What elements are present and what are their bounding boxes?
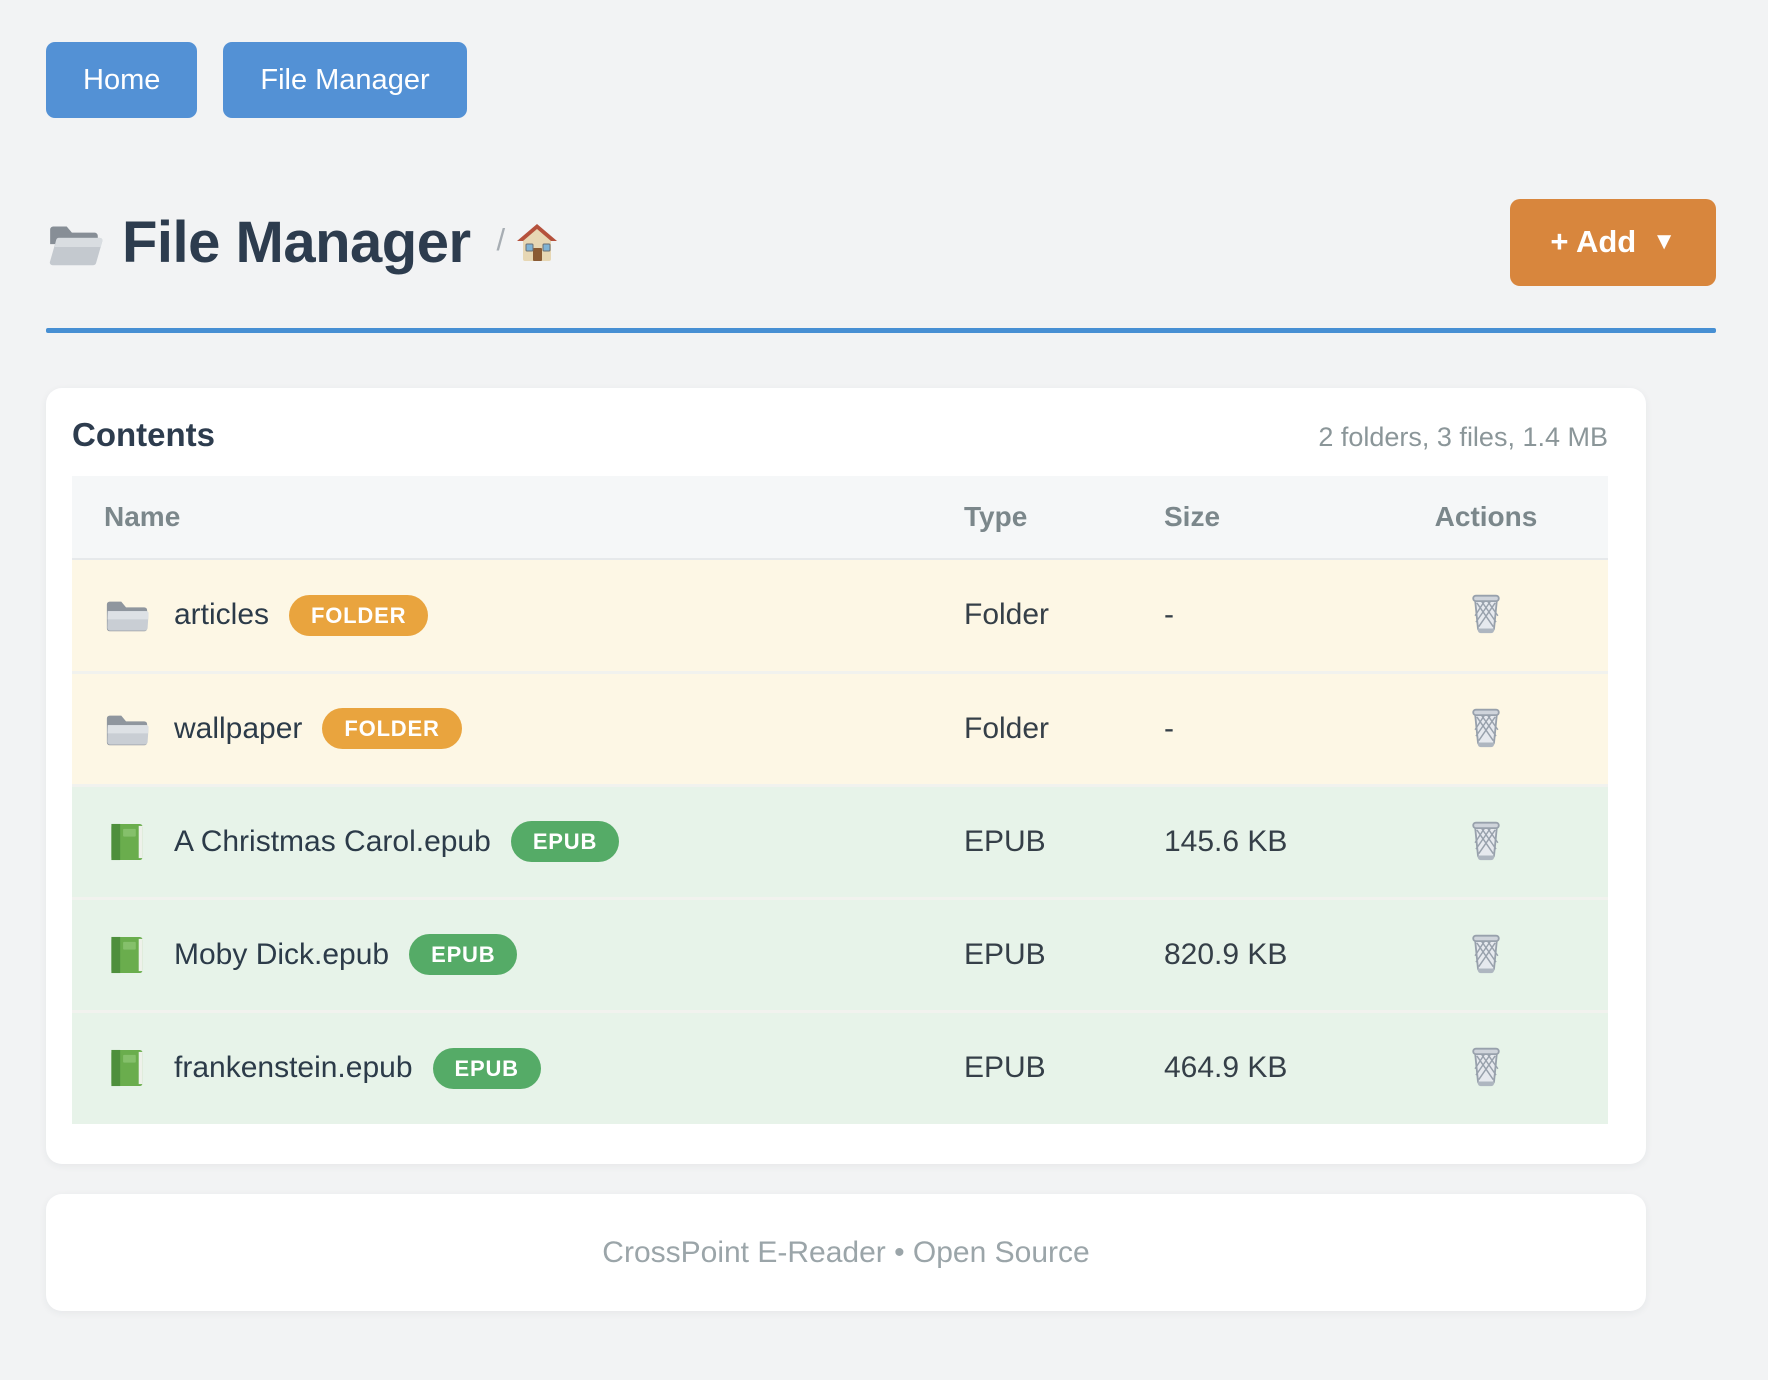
folder-badge: FOLDER [289,594,429,636]
green-book-icon [111,1050,143,1087]
header-divider [46,328,1716,333]
table-row-articles: articles FOLDER Folder - [72,559,1608,672]
epub-badge: EPUB [409,934,518,975]
chevron-down-icon: ▼ [1652,228,1676,255]
title-wrap: File Manager / [46,209,558,276]
contents-card-header: Contents 2 folders, 3 files, 1.4 MB [72,416,1608,476]
folder-icon [106,601,149,632]
nav-file-manager-button[interactable]: File Manager [223,42,467,118]
green-book-icon [111,823,143,860]
type-cell: EPUB [952,896,1152,1011]
size-cell: - [1152,559,1364,672]
epub-badge: EPUB [432,1047,541,1089]
file-link[interactable]: wallpaper [174,711,303,745]
column-header-name: Name [72,476,952,560]
delete-button[interactable] [1463,815,1509,865]
wastebasket-icon [1472,708,1500,748]
wastebasket-icon [1472,821,1500,861]
type-cell: Folder [952,670,1152,785]
column-header-actions: Actions [1364,476,1608,560]
delete-button[interactable] [1463,588,1509,638]
delete-button[interactable] [1463,1041,1509,1091]
size-cell: - [1152,670,1364,785]
folder-icon [106,715,149,745]
table-row-christmas-carol: A Christmas Carol.epub EPUB EPUB 145.6 K… [72,783,1608,898]
house-icon[interactable] [517,224,558,262]
file-link[interactable]: frankenstein.epub [174,1051,413,1085]
table-row-moby-dick: Moby Dick.epub EPUB EPUB 820.9 KB [72,896,1608,1011]
open-folder-icon [49,226,103,266]
type-cell: Folder [952,559,1152,672]
size-cell: 145.6 KB [1152,783,1364,898]
footer-card: CrossPoint E-Reader • Open Source [46,1194,1646,1311]
footer-text: CrossPoint E-Reader • Open Source [602,1235,1090,1269]
wastebasket-icon [1472,1047,1500,1088]
table-header-row: Name Type Size Actions [72,476,1608,560]
files-table: Name Type Size Actions articles FOLDER [72,476,1608,1124]
table-row-wallpaper: wallpaper FOLDER Folder - [72,670,1608,785]
column-header-size: Size [1152,476,1364,560]
wastebasket-icon [1472,934,1500,974]
epub-badge: EPUB [510,821,620,862]
page-header: File Manager / + Add ▼ [46,196,1716,288]
page-title: File Manager [122,209,471,275]
folder-badge: FOLDER [322,708,462,749]
top-nav: Home File Manager [46,42,1716,118]
file-link[interactable]: articles [174,598,270,632]
wastebasket-icon [1472,594,1500,635]
size-cell: 820.9 KB [1152,896,1364,1011]
nav-home-button[interactable]: Home [46,42,198,118]
add-button[interactable]: + Add ▼ [1510,198,1716,286]
size-cell: 464.9 KB [1152,1009,1364,1124]
type-cell: EPUB [952,783,1152,898]
add-button-label: + Add [1550,224,1637,259]
file-manager-page: Home File Manager File Manager / + Add ▼… [46,42,1716,1311]
column-header-type: Type [952,476,1152,560]
contents-summary: 2 folders, 3 files, 1.4 MB [1318,422,1608,452]
delete-button[interactable] [1463,702,1509,752]
contents-card: Contents 2 folders, 3 files, 1.4 MB Name… [46,388,1646,1164]
type-cell: EPUB [952,1009,1152,1124]
breadcrumb: / [497,222,558,262]
file-link[interactable]: Moby Dick.epub [174,937,390,971]
file-link[interactable]: A Christmas Carol.epub [174,824,491,858]
green-book-icon [111,936,143,973]
breadcrumb-separator: / [496,222,506,257]
table-row-frankenstein: frankenstein.epub EPUB EPUB 464.9 KB [72,1009,1608,1124]
contents-heading: Contents [72,416,215,453]
delete-button[interactable] [1463,928,1509,978]
